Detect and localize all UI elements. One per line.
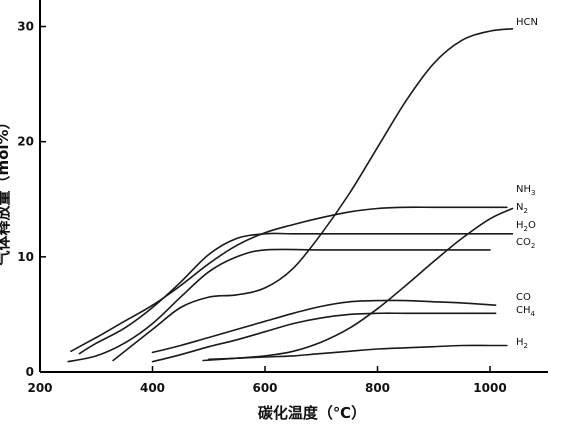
series-lines bbox=[67, 28, 514, 363]
x-tick-label: 800 bbox=[365, 381, 390, 395]
y-tick-label: 0 bbox=[26, 365, 34, 379]
series-label-n2: N2 bbox=[516, 202, 528, 215]
x-tick-label: 400 bbox=[140, 381, 165, 395]
series-line-n2 bbox=[202, 207, 514, 362]
y-tick-label: 30 bbox=[17, 20, 34, 34]
series-label-co: CO bbox=[516, 292, 531, 303]
series-label-hcn: HCN bbox=[516, 17, 538, 28]
y-axis-label: 气体释放量（mol%） bbox=[0, 114, 12, 266]
series-line-co2 bbox=[67, 248, 491, 363]
series-line-h2o bbox=[78, 232, 514, 355]
x-axis-label: 碳化温度（℃） bbox=[258, 404, 366, 422]
x-tick-label: 600 bbox=[252, 381, 277, 395]
series-line-ch4 bbox=[151, 312, 497, 363]
x-tick-label: 1000 bbox=[473, 381, 506, 395]
y-tick-label: 10 bbox=[17, 250, 34, 264]
series-label-nh3: NH3 bbox=[516, 184, 535, 197]
y-tick-label: 20 bbox=[17, 135, 34, 149]
x-tick-label: 200 bbox=[27, 381, 52, 395]
series-label-co2: CO2 bbox=[516, 237, 535, 250]
axis-ticks: 200 400 600 800 1000 0 10 20 30 bbox=[17, 20, 506, 395]
series-labels: HCN NH3 N2 H2O CO2 CO CH4 H2 bbox=[516, 17, 538, 350]
series-line-hcn bbox=[112, 28, 514, 362]
series-line-co bbox=[151, 299, 497, 354]
series-line-h2 bbox=[208, 344, 508, 361]
series-label-ch4: CH4 bbox=[516, 305, 536, 318]
series-label-h2: H2 bbox=[516, 337, 528, 350]
series-line-nh3 bbox=[70, 206, 508, 353]
series-label-h2o: H2O bbox=[516, 220, 536, 233]
